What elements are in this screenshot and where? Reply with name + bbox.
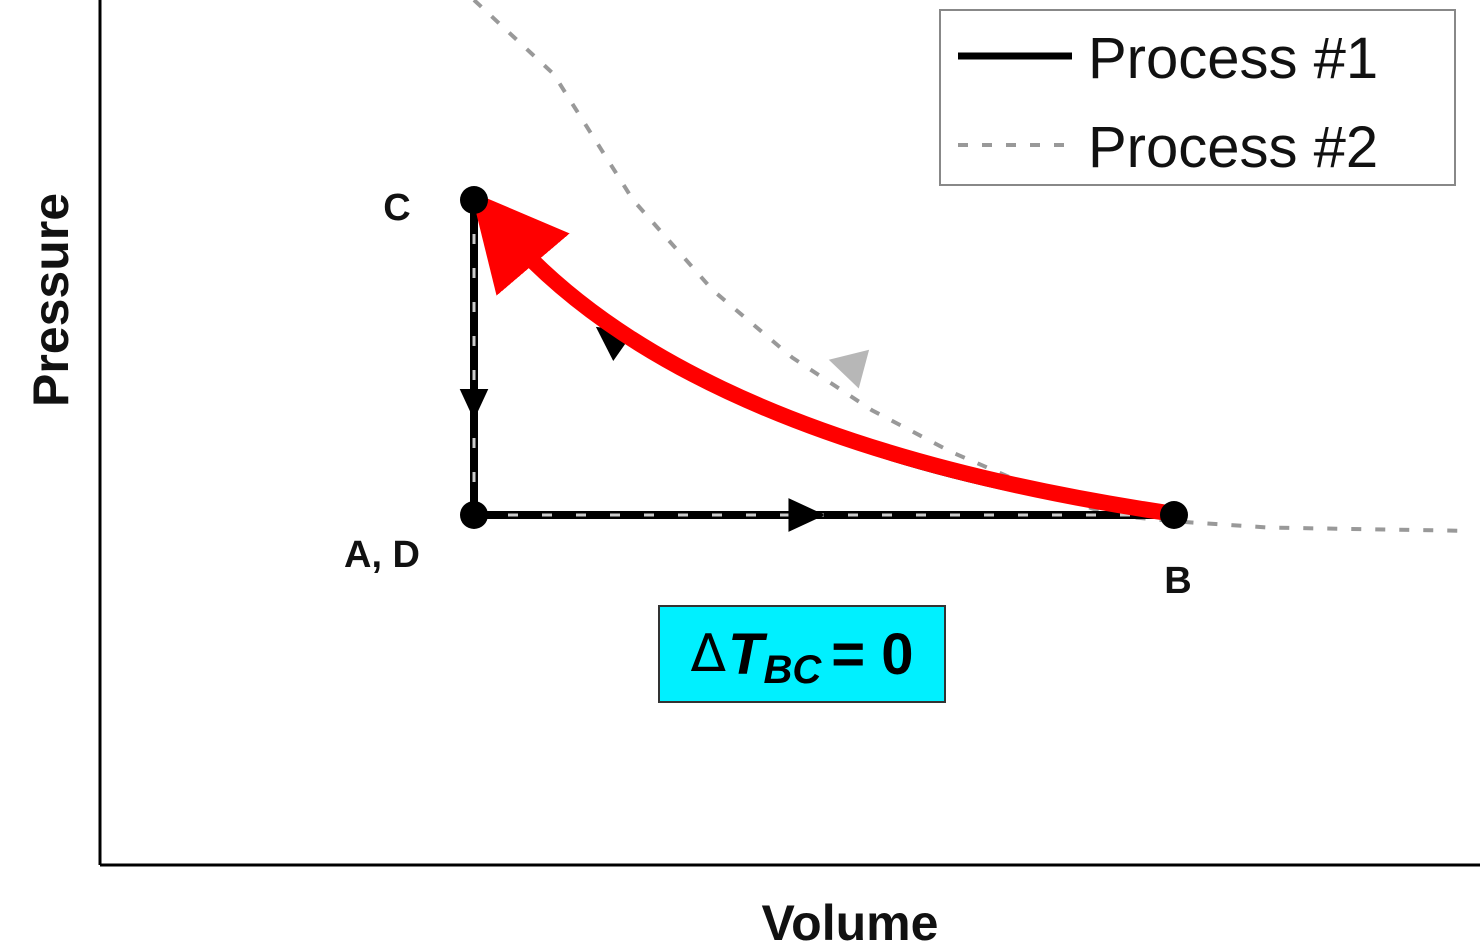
direction-arrow-ab — [788, 498, 825, 532]
delta-t-bc-annotation: Δ T BC = 0 — [658, 605, 946, 703]
annotation-delta-symbol: Δ — [690, 624, 727, 684]
direction-arrow-process-2 — [828, 349, 870, 389]
annotation-variable: T — [728, 621, 764, 687]
legend: Process #1 Process #2 — [939, 9, 1456, 186]
legend-label-process-2: Process #2 — [1088, 115, 1378, 180]
point-c — [460, 186, 488, 214]
legend-label-process-1: Process #1 — [1088, 26, 1378, 91]
point-label-a-d: A, D — [344, 534, 420, 576]
x-axis-label: Volume — [762, 895, 939, 951]
annotation-value: = 0 — [831, 621, 914, 687]
series-process-2-curve — [472, 0, 1461, 533]
point-label-b: B — [1164, 560, 1191, 602]
y-axis-label: Pressure — [23, 193, 79, 407]
highlight-bc-arrow — [470, 191, 1176, 521]
point-label-c: C — [383, 187, 410, 229]
legend-box — [939, 9, 1456, 186]
series-process-1-segment-bc — [477, 203, 1175, 519]
direction-arrow-ca — [459, 389, 489, 420]
point-b — [1160, 501, 1188, 529]
annotation-subscript: BC — [763, 647, 822, 692]
point-a-d — [460, 501, 488, 529]
